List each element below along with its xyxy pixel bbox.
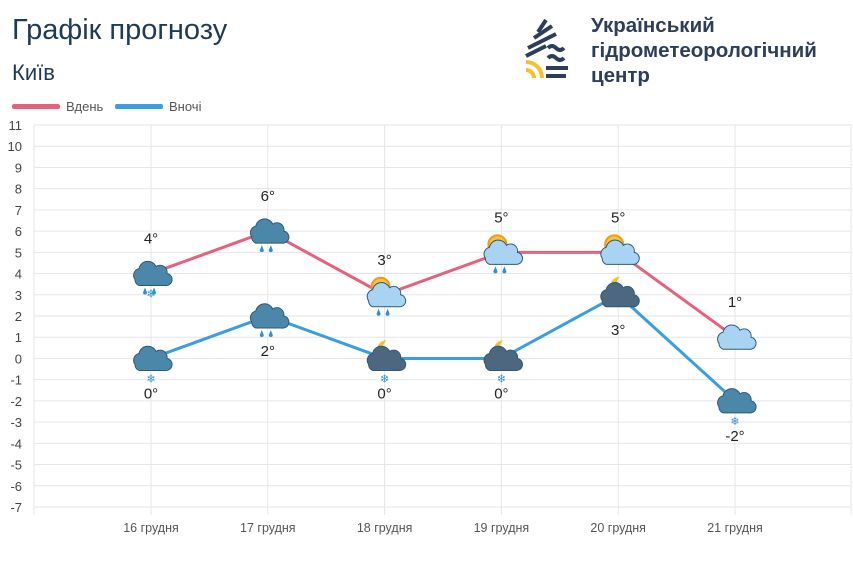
x-tick-label: 19 грудня	[474, 521, 530, 535]
y-tick-label: 8	[15, 182, 22, 197]
legend-label-1: Вночі	[169, 99, 202, 114]
series-line-1	[150, 292, 737, 402]
raindrop	[268, 245, 273, 253]
data-label: -2°	[725, 428, 744, 445]
y-tick-label: 5	[15, 245, 22, 260]
snowflake: ❄	[497, 373, 506, 385]
snowflake: ❄	[380, 373, 389, 385]
series-line-0	[150, 229, 736, 339]
cloud-icon	[717, 324, 757, 350]
legend-swatch-1	[115, 104, 163, 109]
data-label: 0°	[377, 385, 391, 402]
data-label: 1°	[728, 294, 742, 311]
data-label: 4°	[144, 231, 158, 248]
raindrop	[385, 308, 390, 316]
raindrop	[152, 287, 156, 295]
cloud-snow-icon: ❄	[133, 345, 173, 385]
snowflake: ❄	[730, 416, 739, 428]
sun-cloud-icon	[600, 234, 640, 265]
raindrop	[493, 266, 498, 274]
snowflake: ❄	[146, 289, 155, 301]
cloud-shape	[483, 239, 523, 265]
cloud-shape	[600, 282, 640, 308]
sun-cloud-rain-icon	[483, 234, 523, 274]
y-tick-label: -3	[10, 415, 22, 430]
y-tick-label: 11	[9, 118, 23, 133]
cloud-shape	[366, 282, 407, 308]
raindrop	[502, 266, 507, 274]
cloud-shape	[249, 303, 290, 329]
y-tick-label: 10	[8, 139, 22, 154]
data-label: 3°	[377, 252, 391, 269]
y-tick-label: -4	[10, 436, 22, 451]
y-tick-label: -7	[10, 500, 22, 515]
cloud-snow-icon: ❄	[717, 388, 757, 428]
moon-cloud-snow-icon: ❄	[483, 340, 523, 385]
data-label: 6°	[261, 188, 275, 205]
y-tick-label: 2	[15, 309, 22, 324]
data-label: 5°	[494, 209, 508, 226]
y-tick-label: -1	[10, 373, 22, 388]
moon-cloud-icon	[600, 276, 640, 308]
moon-cloud-snow-icon: ❄	[366, 340, 407, 385]
y-tick-label: 3	[15, 288, 22, 303]
data-label: 0°	[494, 385, 508, 402]
x-tick-label: 21 грудня	[707, 521, 763, 535]
cloud-snow-rain-icon: ❄	[133, 260, 173, 301]
x-tick-label: 18 грудня	[357, 521, 413, 535]
page-title: Графік прогнозу	[12, 14, 228, 46]
sun-cloud-rain-icon	[366, 276, 407, 316]
y-tick-label: 1	[15, 330, 22, 345]
cloud-shape	[249, 218, 290, 244]
y-tick-label: 7	[15, 203, 22, 218]
org-line: Український	[591, 14, 715, 37]
data-label: 2°	[261, 343, 275, 360]
x-tick-label: 20 грудня	[590, 521, 646, 535]
cloud-shape	[133, 260, 173, 287]
cloud-shape	[717, 388, 757, 414]
city-name: Київ	[12, 60, 55, 85]
raindrop	[259, 330, 264, 337]
cloud-shape	[600, 239, 640, 265]
raindrop	[376, 308, 381, 316]
raindrop	[259, 245, 264, 253]
cloud-rain-icon	[249, 218, 290, 253]
y-tick-label: 6	[15, 224, 22, 239]
y-tick-label: 4	[15, 267, 22, 282]
legend-label-0: Вдень	[66, 99, 104, 114]
cloud-shape	[717, 324, 757, 350]
raindrop	[268, 330, 273, 337]
organization-name: Український гідрометеорологічний центр	[591, 13, 817, 88]
x-tick-label: 16 грудня	[123, 521, 179, 535]
y-tick-label: -2	[10, 394, 22, 409]
data-label: 0°	[144, 385, 158, 402]
raindrop	[143, 287, 147, 295]
snowflake: ❄	[146, 373, 155, 385]
cloud-shape	[133, 345, 173, 371]
ukrhydromet-logo-icon	[525, 18, 568, 79]
x-tick-label: 17 грудня	[240, 521, 296, 535]
cloud-rain-icon	[249, 303, 290, 337]
data-label: 3°	[611, 322, 625, 339]
org-line: центр	[591, 64, 650, 87]
y-tick-label: -5	[10, 458, 22, 473]
y-tick-label: -6	[10, 479, 22, 494]
data-label: 5°	[611, 209, 625, 226]
cloud-shape	[366, 345, 407, 371]
y-tick-label: 9	[15, 160, 22, 175]
y-tick-label: 0	[15, 351, 22, 366]
org-line: гідрометеорологічний	[591, 39, 817, 62]
cloud-shape	[483, 345, 523, 371]
legend-swatch-0	[12, 104, 60, 109]
